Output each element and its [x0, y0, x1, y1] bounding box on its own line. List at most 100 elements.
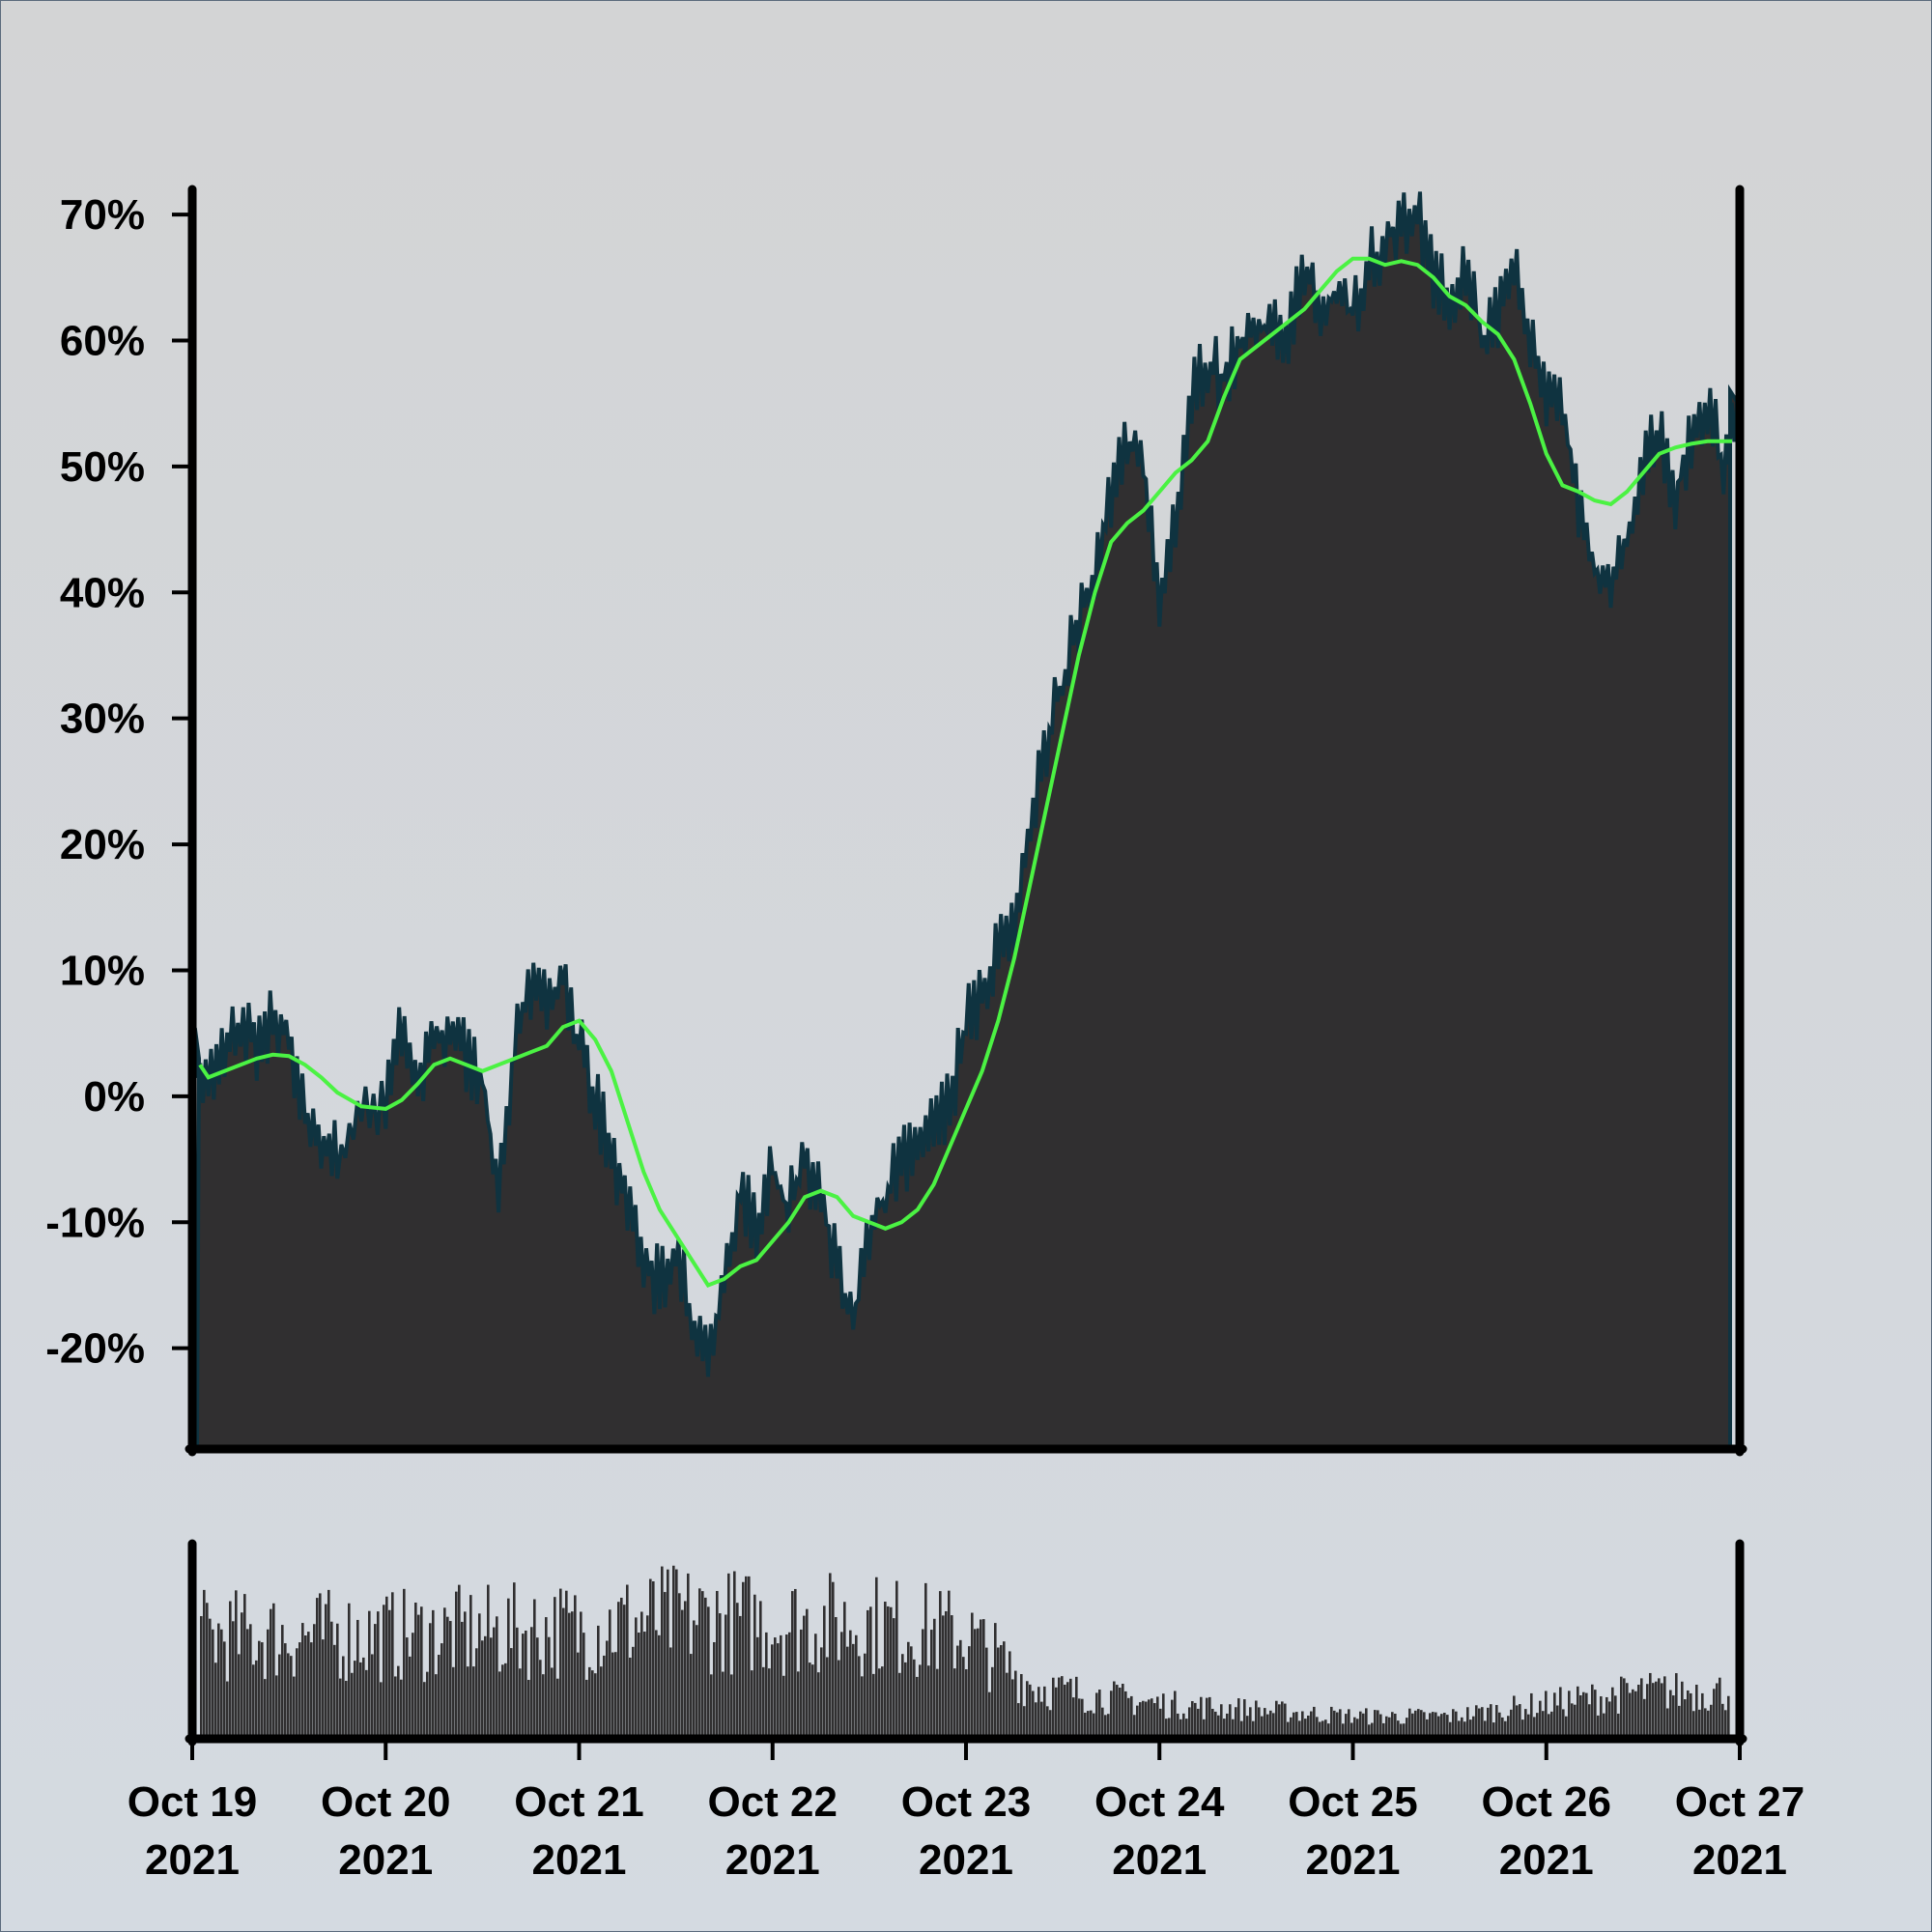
volume-bar: [345, 1681, 348, 1735]
volume-bar: [1420, 1710, 1423, 1735]
volume-bar: [554, 1597, 556, 1735]
volume-bar: [1455, 1711, 1458, 1735]
volume-bar: [817, 1672, 820, 1735]
volume-bar: [330, 1621, 333, 1735]
volume-bar: [322, 1639, 325, 1735]
volume-bar: [1171, 1699, 1174, 1735]
volume-bar: [1365, 1708, 1368, 1735]
volume-bar: [672, 1565, 675, 1735]
volume-panel: [185, 1539, 1747, 1747]
volume-bar: [884, 1602, 887, 1735]
volume-bar: [1206, 1697, 1208, 1735]
x-tick-label-date: Oct 26: [1481, 1778, 1611, 1826]
volume-bar: [394, 1676, 397, 1735]
volume-bar: [246, 1629, 249, 1735]
volume-bar: [895, 1580, 898, 1735]
volume-bar: [745, 1576, 748, 1735]
volume-bar: [1226, 1713, 1229, 1735]
volume-bar: [1151, 1698, 1153, 1735]
y-tick-label: 0%: [83, 1073, 145, 1121]
volume-bar: [887, 1605, 890, 1735]
volume-bar: [1350, 1722, 1353, 1735]
volume-bar: [872, 1673, 875, 1735]
volume-bar: [1020, 1674, 1023, 1735]
volume-bar: [924, 1582, 927, 1735]
volume-bar: [1124, 1690, 1127, 1735]
volume-bar: [1159, 1708, 1162, 1735]
volume-bar: [348, 1603, 351, 1735]
volume-bar: [214, 1662, 217, 1735]
volume-bar: [1368, 1724, 1371, 1735]
volume-bar: [942, 1615, 945, 1735]
volume-bar: [1382, 1722, 1385, 1735]
volume-bar: [409, 1656, 412, 1735]
volume-bar: [325, 1604, 327, 1735]
volume-bar: [1629, 1692, 1632, 1735]
volume-bar: [1179, 1719, 1182, 1735]
volume-bar: [510, 1648, 513, 1735]
volume-bar: [1611, 1687, 1614, 1735]
volume-bar: [336, 1623, 339, 1735]
volume-bar: [1000, 1645, 1003, 1735]
volume-bar: [1649, 1672, 1652, 1735]
volume-bar: [539, 1660, 542, 1735]
volume-bar: [267, 1629, 270, 1735]
y-tick-label: -20%: [45, 1325, 145, 1373]
volume-bar: [893, 1618, 895, 1735]
volume-bar: [1663, 1676, 1666, 1735]
volume-bar: [710, 1674, 713, 1735]
volume-bar: [632, 1646, 635, 1735]
volume-bar: [1145, 1701, 1148, 1735]
volume-bar: [724, 1614, 727, 1735]
x-tick-label-date: Oct 20: [321, 1778, 451, 1826]
volume-bar: [1658, 1678, 1661, 1735]
volume-bar: [907, 1641, 910, 1735]
volume-bar: [997, 1647, 1000, 1735]
volume-bar: [1391, 1712, 1394, 1735]
volume-bar: [1153, 1703, 1156, 1735]
volume-bar: [858, 1656, 861, 1735]
volume-bar: [1435, 1712, 1437, 1735]
volume-bar: [1339, 1709, 1342, 1735]
volume-bar: [1122, 1684, 1124, 1735]
volume-bar: [626, 1584, 629, 1735]
volume-bar: [727, 1573, 730, 1735]
volume-bar: [1605, 1696, 1608, 1735]
volume-bar: [217, 1623, 220, 1735]
volume-bar: [264, 1679, 267, 1735]
volume-bar: [965, 1669, 968, 1735]
volume-bar: [568, 1612, 571, 1735]
volume-bar: [1626, 1683, 1629, 1735]
x-tick-label-date: Oct 22: [707, 1778, 838, 1826]
volume-bar: [458, 1584, 461, 1735]
volume-bar: [933, 1618, 936, 1735]
volume-bar: [377, 1611, 380, 1735]
volume-bar: [212, 1629, 214, 1735]
volume-bar: [1721, 1703, 1724, 1735]
volume-bar: [1037, 1687, 1040, 1735]
volume-bar: [768, 1668, 771, 1735]
volume-bar: [765, 1632, 768, 1735]
volume-bar: [1261, 1716, 1264, 1735]
volume-bar: [1194, 1702, 1197, 1735]
volume-bar: [296, 1648, 298, 1735]
volume-bar: [1009, 1651, 1011, 1735]
volume-bar: [1243, 1699, 1246, 1735]
volume-bar: [1548, 1714, 1550, 1735]
volume-bar: [1211, 1708, 1214, 1735]
volume-bar: [1095, 1692, 1098, 1735]
volume-bar: [1130, 1695, 1133, 1735]
volume-bar: [368, 1610, 371, 1735]
volume-bar: [1463, 1721, 1466, 1735]
volume-bar: [1046, 1706, 1049, 1735]
volume-bar: [1507, 1716, 1510, 1735]
volume-bar: [1087, 1711, 1090, 1735]
volume-bar: [371, 1654, 374, 1735]
volume-bar: [1397, 1720, 1400, 1735]
volume-bar: [901, 1654, 904, 1735]
volume-bar: [281, 1625, 284, 1735]
volume-bar: [1597, 1715, 1600, 1735]
volume-bar: [1029, 1684, 1032, 1735]
x-tick-label-year: 2021: [145, 1836, 240, 1884]
